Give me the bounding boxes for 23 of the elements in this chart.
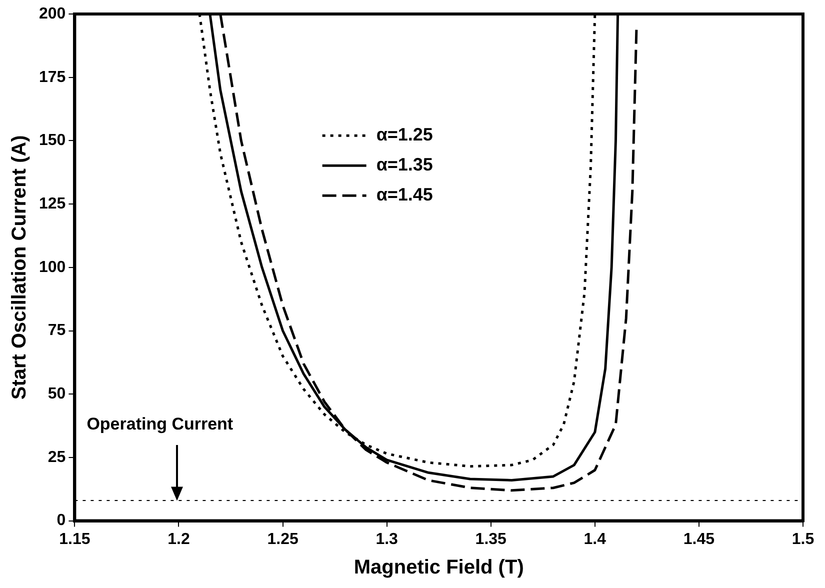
y-tick-label: 0 [56,512,66,530]
y-tick-label: 150 [38,132,66,150]
y-tick-label: 75 [48,322,66,340]
y-tick-label: 25 [48,448,66,466]
x-tick-label: 1.15 [59,530,90,548]
x-tick-label: 1.45 [683,530,715,548]
x-tick-label: 1.5 [792,530,814,548]
x-tick-label: 1.4 [584,530,606,548]
x-tick-label: 1.25 [267,530,298,548]
legend-label: α=1.45 [376,184,433,205]
y-axis-title: Start Oscillation Current (A) [8,135,31,400]
y-tick-label: 175 [38,68,66,86]
y-tick-label: 100 [38,258,66,276]
annotation: Operating Current [86,414,234,434]
x-tick-label: 1.2 [168,530,190,548]
x-axis-title: Magnetic Field (T) [354,556,524,579]
y-tick-label: 50 [48,386,66,403]
legend-label: α=1.25 [376,124,433,145]
legend-label: α=1.35 [376,154,433,175]
y-tick-label: 125 [38,195,66,212]
x-tick-label: 1.3 [376,530,398,548]
y-tick-label: 200 [38,5,66,22]
x-tick-label: 1.35 [475,530,507,548]
